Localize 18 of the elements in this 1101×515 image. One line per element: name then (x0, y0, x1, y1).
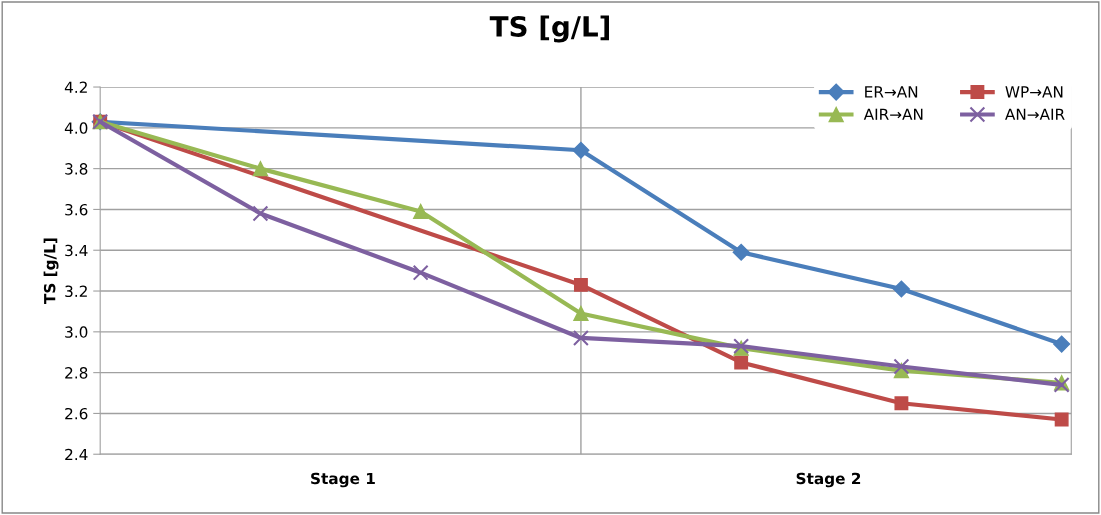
y-tick-label: 2.6 (65, 407, 88, 420)
y-axis-title: TS [g/L] (43, 238, 59, 305)
legend-label: ER→AN (865, 86, 918, 98)
y-tick-label: 2.8 (65, 367, 88, 379)
y-tick-label: 3.8 (65, 163, 88, 175)
y-tick-label: 3.4 (65, 244, 88, 257)
y-tick-label: 2.4 (65, 448, 88, 461)
legend-label: AN→AIR (1005, 108, 1065, 120)
y-tick-label: 3.2 (65, 285, 87, 298)
y-tick-label: 4.2 (64, 81, 87, 93)
legend-label: AIR→AN (863, 108, 923, 120)
text: Stage 2 (796, 472, 861, 488)
y-tick-label: 4.0 (64, 122, 88, 134)
legend-label: WP→AN (1005, 86, 1063, 98)
y-tick-label: 3.0 (65, 326, 88, 338)
text: Stage 1 (311, 472, 375, 488)
chart-title: TS [g/L] (489, 15, 609, 43)
y-tick-label: 3.6 (65, 203, 88, 216)
